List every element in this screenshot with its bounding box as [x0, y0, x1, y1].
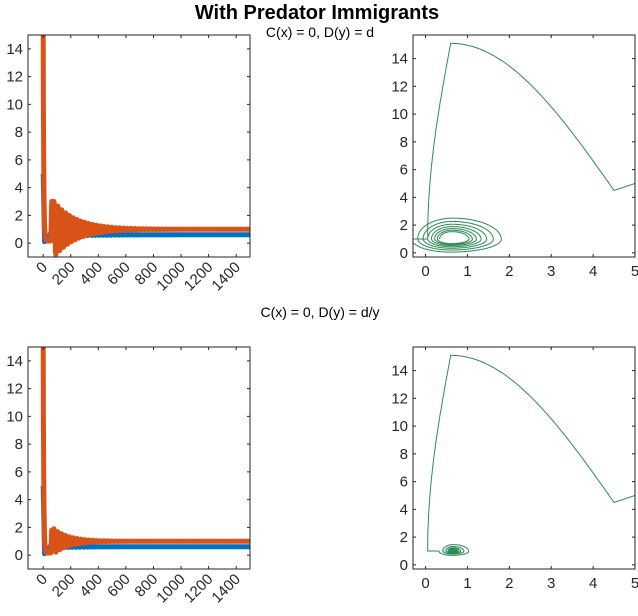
predator-series-line	[40, 347, 250, 556]
phase-trajectory-line	[427, 354, 635, 556]
x-tick-label: 1400	[208, 571, 244, 607]
y-tick-label: 2	[15, 207, 23, 224]
y-tick-label: 8	[400, 134, 408, 151]
y-tick-label: 14	[6, 353, 23, 370]
y-tick-label: 14	[391, 51, 408, 68]
figure-title: With Predator Immigrants	[195, 2, 439, 24]
subtitle-top: C(x) = 0, D(y) = d	[266, 24, 374, 40]
subtitle-bottom: C(x) = 0, D(y) = d/y	[260, 304, 379, 320]
y-tick-label: 14	[391, 363, 408, 380]
axes-box	[27, 346, 251, 570]
y-tick-label: 6	[15, 152, 23, 169]
y-tick-label: 0	[15, 547, 23, 564]
x-tick-label: 2	[505, 575, 513, 592]
axes-box	[412, 346, 636, 570]
y-tick-label: 0	[400, 245, 408, 262]
x-tick-label: 600	[104, 259, 134, 289]
y-tick-label: 4	[15, 492, 23, 509]
y-tick-label: 0	[400, 557, 408, 574]
x-tick-label: 1400	[208, 259, 244, 295]
y-tick-label: 2	[400, 529, 408, 546]
x-tick-label: 2	[505, 263, 513, 280]
x-tick-label: 0	[421, 263, 429, 280]
x-tick-label: 3	[547, 263, 555, 280]
y-tick-label: 10	[6, 408, 23, 425]
plot-area	[427, 354, 635, 556]
plot-area	[40, 347, 250, 557]
x-tick-label: 5	[631, 575, 638, 592]
axes-box	[27, 34, 251, 258]
x-tick-label: 600	[104, 571, 134, 601]
x-tick-label: 3	[547, 575, 555, 592]
x-tick-label: 1	[463, 575, 471, 592]
phase-trajectory-line	[413, 42, 635, 253]
x-tick-label: 1000	[153, 259, 189, 295]
x-tick-label: 200	[49, 259, 79, 289]
y-tick-label: 6	[400, 474, 408, 491]
x-tick-label: 0	[421, 575, 429, 592]
x-tick-label: 1200	[181, 571, 217, 607]
plot-area	[413, 42, 635, 253]
x-tick-label: 400	[76, 571, 106, 601]
y-tick-label: 12	[6, 381, 23, 398]
x-tick-label: 5	[631, 263, 638, 280]
y-tick-label: 2	[400, 217, 408, 234]
x-tick-label: 400	[76, 259, 106, 289]
y-tick-label: 2	[15, 519, 23, 536]
y-tick-label: 8	[400, 446, 408, 463]
y-tick-label: 10	[391, 418, 408, 435]
y-tick-label: 8	[15, 124, 23, 141]
y-tick-label: 12	[391, 390, 408, 407]
y-tick-label: 8	[15, 436, 23, 453]
x-tick-label: 4	[589, 575, 597, 592]
x-tick-label: 0	[33, 259, 51, 277]
y-tick-label: 14	[6, 41, 23, 58]
y-tick-label: 12	[6, 69, 23, 86]
y-tick-label: 4	[400, 189, 408, 206]
y-tick-label: 6	[400, 162, 408, 179]
y-tick-label: 6	[15, 464, 23, 481]
y-tick-label: 4	[15, 180, 23, 197]
axes-box	[412, 34, 636, 258]
x-tick-label: 1	[463, 263, 471, 280]
x-tick-label: 0	[33, 571, 51, 589]
y-tick-label: 10	[6, 96, 23, 113]
x-tick-label: 200	[49, 571, 79, 601]
prey-series-line	[40, 485, 250, 557]
y-tick-label: 4	[400, 501, 408, 518]
x-tick-label: 1200	[181, 259, 217, 295]
y-tick-label: 10	[391, 106, 408, 123]
plot-area	[40, 35, 250, 257]
y-tick-label: 0	[15, 235, 23, 252]
x-tick-label: 1000	[153, 571, 189, 607]
x-tick-label: 4	[589, 263, 597, 280]
y-tick-label: 12	[391, 78, 408, 95]
predator-series-line	[40, 35, 250, 257]
